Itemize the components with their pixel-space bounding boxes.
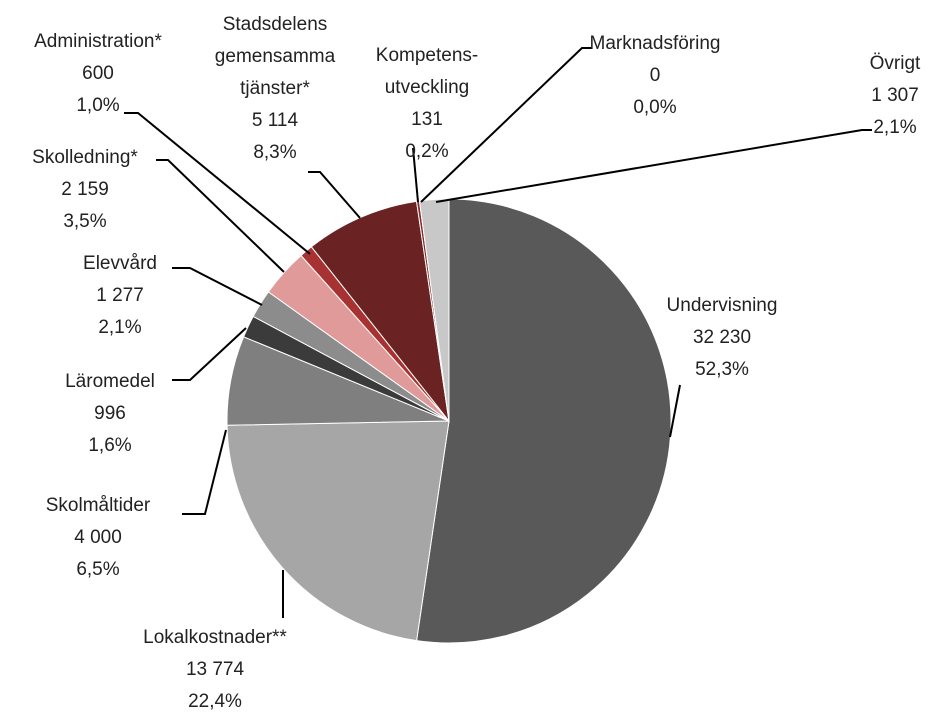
leader-line <box>172 267 263 306</box>
percent-label: 0,2% <box>405 141 449 162</box>
value-label: 1 307 <box>871 85 919 106</box>
slice-label: Skolmåltider 4 000 6,5% <box>46 490 151 586</box>
slice-label: Skolledning* 2 159 3,5% <box>32 142 138 238</box>
slice-label: Övrigt 1 307 2,1% <box>870 48 921 144</box>
category-label: Elevvård <box>83 253 157 274</box>
leader-line <box>156 159 285 273</box>
value-label: 600 <box>82 63 114 84</box>
percent-label: 52,3% <box>695 359 749 380</box>
value-label: 2 159 <box>61 179 109 200</box>
category-label: Undervisning <box>666 295 778 316</box>
leader-line <box>308 171 361 219</box>
leader-line <box>669 384 681 438</box>
pie-slice <box>310 200 450 423</box>
category-label: Administration* <box>34 31 162 52</box>
slice-label: Kompetens- utveckling 131 0,2% <box>376 40 478 168</box>
slice-label: Elevvård 1 277 2,1% <box>83 248 157 344</box>
slice-label: Undervisning 32 230 52,3% <box>667 290 778 386</box>
category-label: Lokalkostnader** <box>143 627 287 648</box>
category-label: Övrigt <box>869 53 921 74</box>
slice-label: Stadsdelens gemensamma tjänster* 5 114 8,3… <box>215 9 335 169</box>
percent-label: 1,0% <box>76 95 120 116</box>
value-label: 32 230 <box>692 327 752 348</box>
value-label: 13 774 <box>185 659 245 680</box>
category-label: Stadsdelens gemensamma tjänster* <box>214 14 336 99</box>
leader-line <box>182 429 227 515</box>
value-label: 0 <box>649 65 661 86</box>
slice-label: Läromedel 996 1,6% <box>65 366 155 462</box>
percent-label: 1,6% <box>88 435 132 456</box>
leader-line <box>124 112 311 255</box>
value-label: 5 114 <box>251 110 299 131</box>
value-label: 1 277 <box>96 285 144 306</box>
pie-slice <box>226 420 450 642</box>
value-label: 131 <box>411 109 443 130</box>
leader-line <box>172 327 247 381</box>
pie-slice <box>416 198 672 644</box>
category-label: Kompetens- utveckling <box>375 45 479 98</box>
percent-label: 6,5% <box>76 559 120 580</box>
leader-line <box>412 147 419 203</box>
percent-label: 22,4% <box>188 691 242 712</box>
category-label: Läromedel <box>65 371 155 392</box>
percent-label: 2,1% <box>98 317 142 338</box>
percent-label: 2,1% <box>873 117 917 138</box>
value-label: 996 <box>94 403 126 424</box>
percent-label: 8,3% <box>253 142 297 163</box>
percent-label: 3,5% <box>63 211 107 232</box>
percent-label: 0,0% <box>633 97 677 118</box>
slice-label: Administration* 600 1,0% <box>34 26 162 122</box>
category-label: Marknadsföring <box>589 33 721 54</box>
category-label: Skolledning* <box>32 147 138 168</box>
category-label: Skolmåltider <box>45 495 151 516</box>
leader-line <box>420 47 592 203</box>
slice-label: Lokalkostnader** 13 774 22,4% <box>143 622 287 713</box>
slice-label: Marknadsföring 0 0,0% <box>590 28 721 124</box>
leader-line <box>435 129 872 203</box>
value-label: 4 000 <box>74 527 122 548</box>
